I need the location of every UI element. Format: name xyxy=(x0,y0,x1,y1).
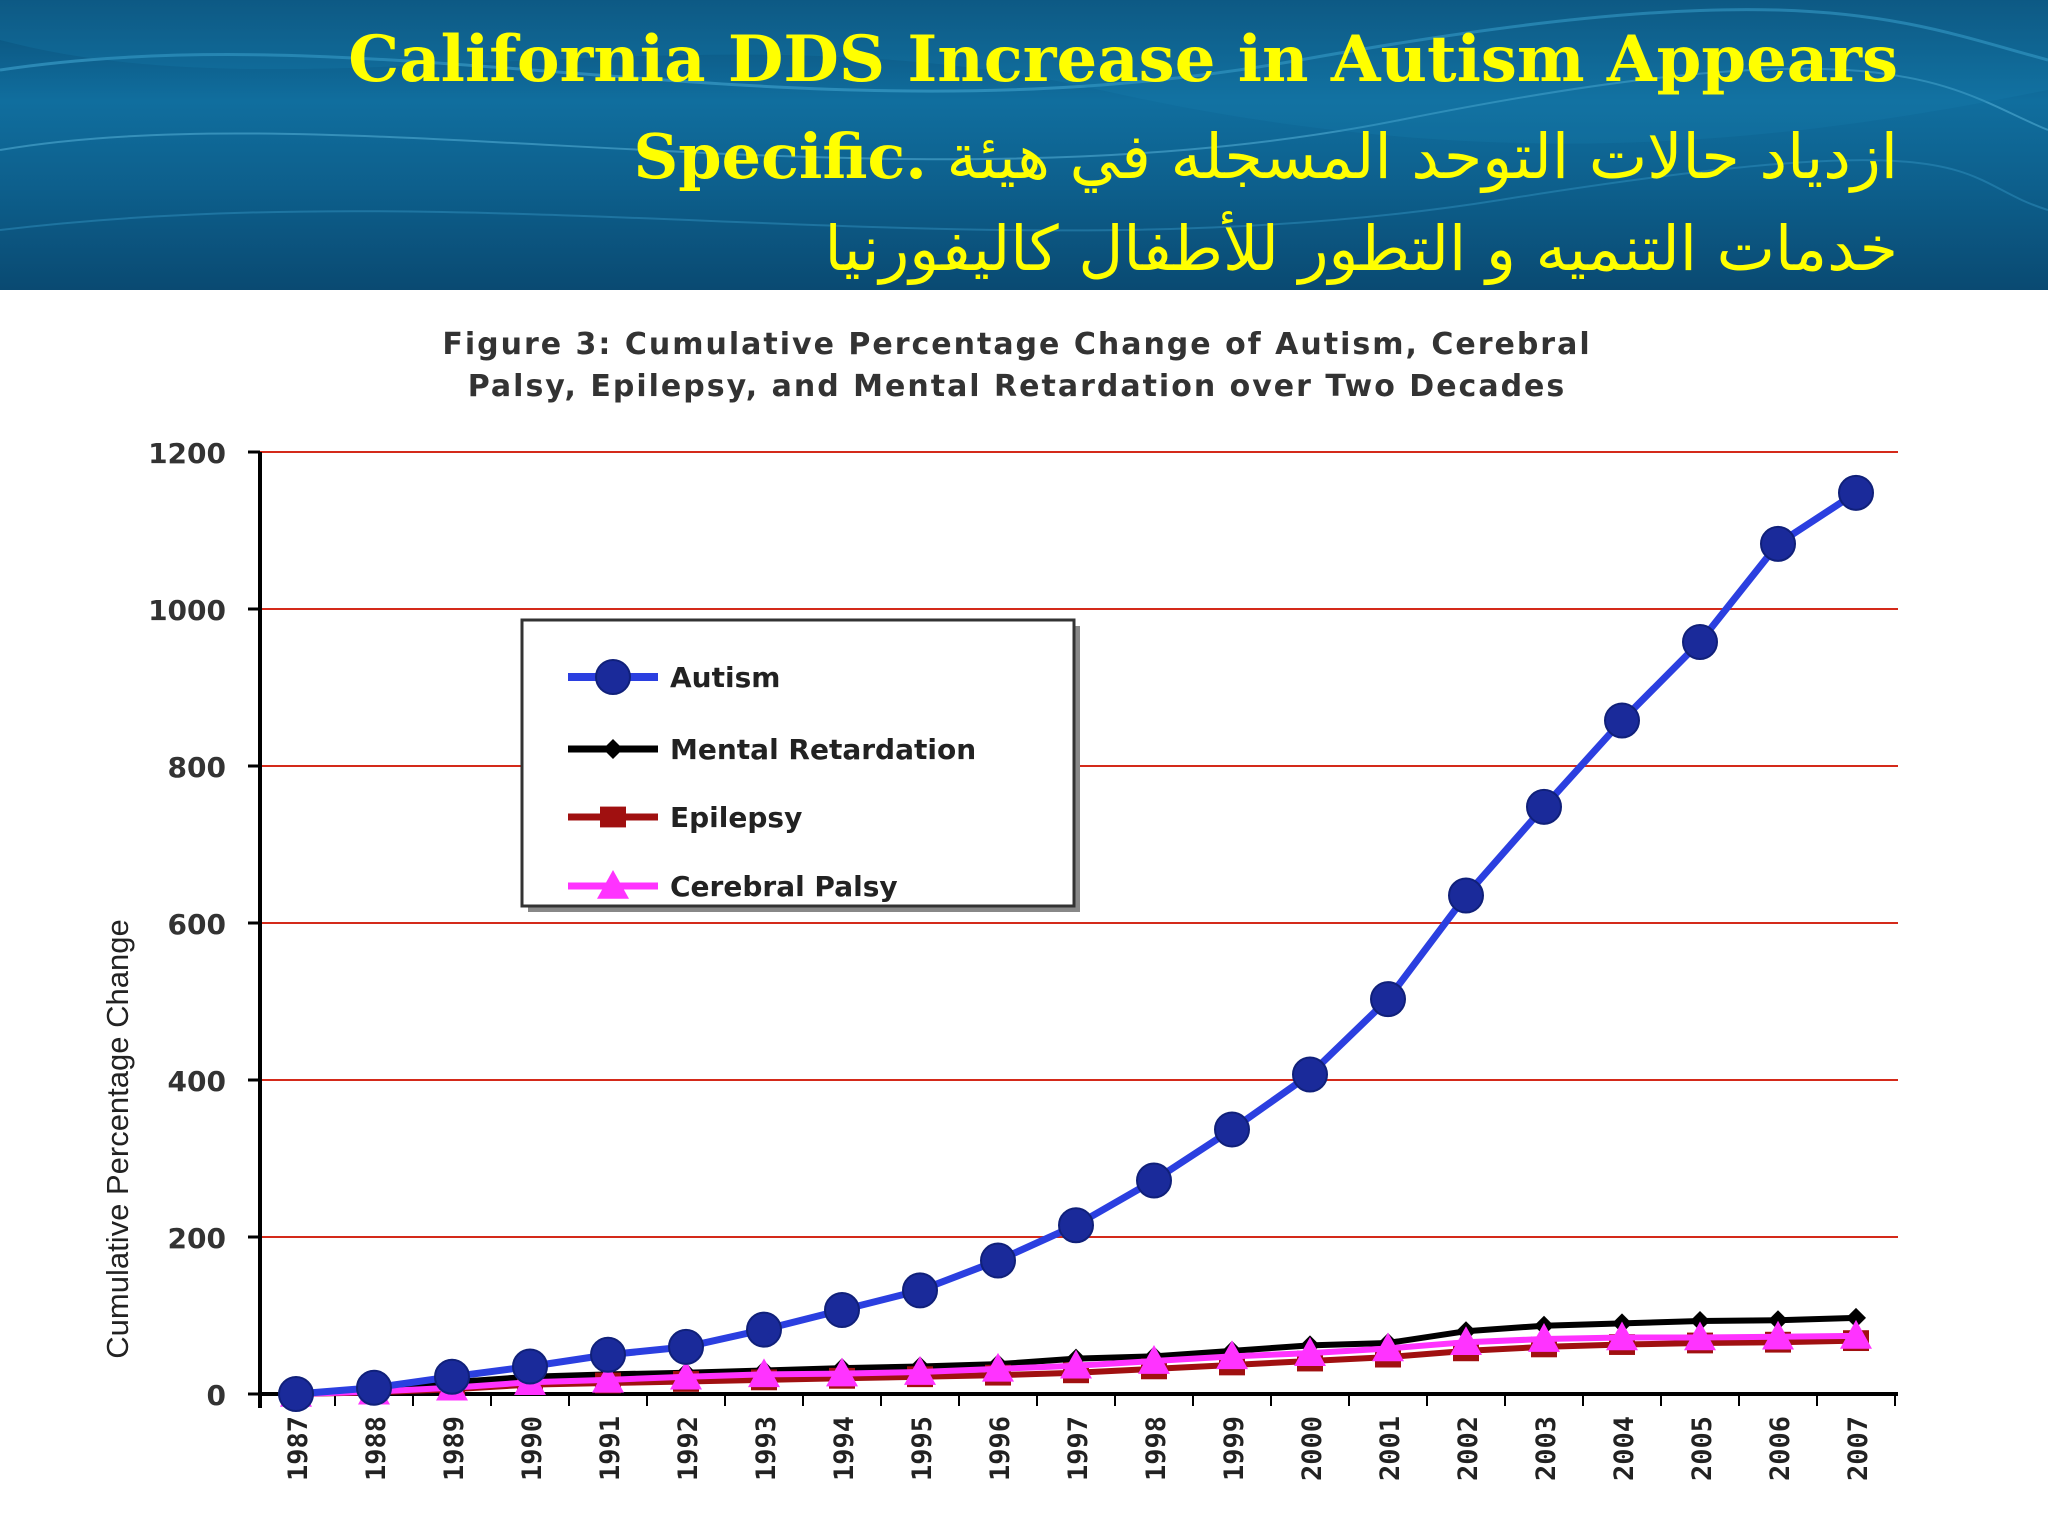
data-point xyxy=(434,1358,470,1395)
y-tick-label: 1200 xyxy=(148,437,226,470)
slide-title-english-part: Specific. xyxy=(633,120,927,193)
chart-title-line-2: Palsy, Epilepsy, and Mental Retardation … xyxy=(468,369,1567,404)
data-point xyxy=(1682,623,1718,660)
legend: Autism Mental Retardation Epilepsy Cerebral… xyxy=(520,618,1080,912)
line-chart: Figure 3: Cumulative Percentage Change o… xyxy=(100,327,1898,1481)
x-tick-label: 2004 xyxy=(1609,1416,1640,1481)
y-tick-label: 200 xyxy=(168,1222,226,1255)
x-tick-label: 1987 xyxy=(283,1416,314,1481)
y-tick-label: 600 xyxy=(168,908,226,941)
legend-label: Mental Retardation xyxy=(670,733,976,766)
data-point xyxy=(1768,1310,1788,1331)
data-point xyxy=(668,1328,704,1365)
legend-item: Epilepsy xyxy=(568,801,802,834)
data-point xyxy=(1136,1162,1172,1199)
legend-marker xyxy=(600,806,626,828)
slide-title-line-1: California DDS Increase in Autism Appear… xyxy=(348,22,1898,97)
legend-item: Autism xyxy=(568,659,780,695)
data-point xyxy=(902,1272,938,1309)
data-point xyxy=(590,1336,626,1373)
x-tick-label: 1997 xyxy=(1063,1416,1094,1481)
data-point xyxy=(512,1348,548,1385)
x-tick-label: 2007 xyxy=(1843,1416,1874,1481)
y-tick-label: 1000 xyxy=(148,594,226,627)
legend-item: Cerebral Palsy xyxy=(568,870,898,903)
x-tick-label: 1989 xyxy=(439,1416,470,1481)
x-tick-label: 2002 xyxy=(1453,1416,1484,1481)
data-point xyxy=(1846,1307,1866,1328)
x-tick-label: 1999 xyxy=(1219,1416,1250,1481)
data-point xyxy=(1294,1337,1326,1366)
data-point xyxy=(1760,525,1796,562)
slide-title-line-2: Specific. ازدياد حالات التوحد المسجله في… xyxy=(634,120,1898,193)
legend-marker xyxy=(603,739,623,759)
data-point xyxy=(1838,474,1874,511)
data-point xyxy=(982,1352,1014,1382)
legend-label: Epilepsy xyxy=(670,801,802,834)
data-point xyxy=(1528,1323,1560,1352)
legend-marker xyxy=(595,659,631,695)
data-point xyxy=(748,1358,780,1388)
data-point xyxy=(1448,877,1484,914)
data-point xyxy=(1450,1326,1482,1355)
data-point xyxy=(278,1376,314,1412)
data-point xyxy=(670,1360,702,1390)
axes: 0 200 400 600 800 1000 1200 1987 1988 1989 1990 199… xyxy=(148,437,1898,1481)
data-point xyxy=(904,1356,936,1385)
x-tick-label: 1988 xyxy=(361,1416,392,1481)
data-point xyxy=(356,1369,392,1406)
x-tick-label: 1998 xyxy=(1141,1416,1172,1481)
data-point xyxy=(1058,1207,1094,1244)
x-tick-label: 1993 xyxy=(751,1416,782,1481)
y-tick-label: 0 xyxy=(207,1379,226,1412)
y-tick-label: 400 xyxy=(168,1065,226,1098)
data-point xyxy=(1604,702,1640,739)
x-tick-label: 2005 xyxy=(1687,1416,1718,1481)
data-point xyxy=(1138,1345,1170,1374)
data-point xyxy=(1292,1056,1328,1093)
data-point xyxy=(1214,1111,1250,1148)
x-tick-label: 1994 xyxy=(829,1416,860,1481)
chart-title-line-1: Figure 3: Cumulative Percentage Change o… xyxy=(442,327,1591,362)
data-point xyxy=(592,1363,624,1393)
x-tick-label: 2000 xyxy=(1297,1416,1328,1481)
series-autism xyxy=(278,474,1874,1412)
x-tick-label: 1992 xyxy=(673,1416,704,1481)
x-tick-label: 2003 xyxy=(1531,1416,1562,1481)
legend-item: Mental Retardation xyxy=(568,733,976,766)
x-tick-label: 1991 xyxy=(595,1416,626,1481)
data-point xyxy=(824,1292,860,1329)
data-point xyxy=(746,1311,782,1348)
legend-label: Cerebral Palsy xyxy=(670,870,898,903)
x-tick-label: 2001 xyxy=(1375,1416,1406,1481)
y-axis-label: Cumulative Percentage Change xyxy=(100,919,135,1358)
data-point xyxy=(1526,788,1562,825)
title-banner: California DDS Increase in Autism Appear… xyxy=(0,0,2048,290)
data-point xyxy=(1606,1321,1638,1351)
banner-wave-decoration xyxy=(0,0,2048,232)
data-point xyxy=(1840,1319,1872,1349)
data-point xyxy=(1684,1321,1716,1351)
data-point xyxy=(1216,1340,1248,1370)
data-point xyxy=(1690,1310,1710,1331)
x-tick-label: 1990 xyxy=(517,1416,548,1481)
x-tick-label: 1995 xyxy=(907,1416,938,1481)
y-tick-label: 800 xyxy=(168,751,226,784)
gridlines xyxy=(260,451,1898,1238)
slide-title-arabic-part: ازدياد حالات التوحد المسجله في هيئة xyxy=(946,120,1898,193)
slide-title-line-3: خدمات التنميه و التطور للأطفال كاليفورني… xyxy=(824,212,1898,285)
data-point xyxy=(826,1357,858,1387)
data-point xyxy=(1372,1332,1404,1362)
legend-label: Autism xyxy=(670,661,780,694)
data-point xyxy=(1060,1349,1092,1379)
x-tick-label: 2006 xyxy=(1765,1416,1796,1481)
data-point xyxy=(980,1242,1016,1279)
legend-marker xyxy=(597,870,629,899)
series-lines xyxy=(278,474,1874,1412)
data-point xyxy=(1370,981,1406,1018)
x-tick-label: 1996 xyxy=(985,1416,1016,1481)
data-point xyxy=(1762,1320,1794,1350)
